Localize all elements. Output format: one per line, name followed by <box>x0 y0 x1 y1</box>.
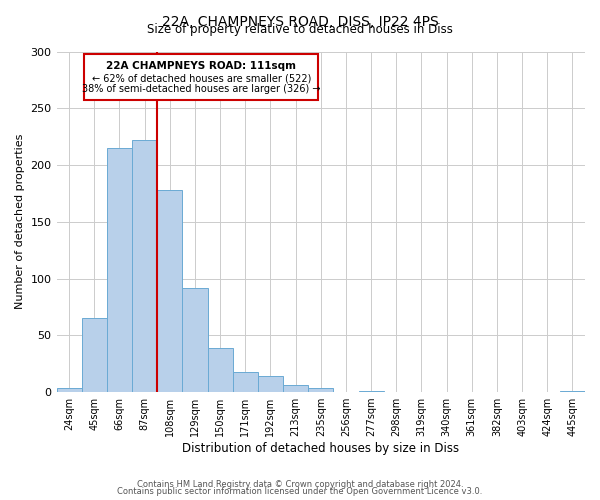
Bar <box>56 388 82 392</box>
Bar <box>132 140 157 392</box>
Bar <box>82 318 107 392</box>
Text: ← 62% of detached houses are smaller (522): ← 62% of detached houses are smaller (52… <box>92 73 311 83</box>
Text: 22A, CHAMPNEYS ROAD, DISS, IP22 4PS: 22A, CHAMPNEYS ROAD, DISS, IP22 4PS <box>161 15 439 29</box>
Bar <box>359 391 383 392</box>
Text: 38% of semi-detached houses are larger (326) →: 38% of semi-detached houses are larger (… <box>82 84 320 94</box>
Bar <box>308 388 334 392</box>
Bar <box>283 386 308 392</box>
FancyBboxPatch shape <box>84 54 318 100</box>
Bar <box>157 190 182 392</box>
Text: 22A CHAMPNEYS ROAD: 111sqm: 22A CHAMPNEYS ROAD: 111sqm <box>106 60 296 70</box>
Bar <box>233 372 258 392</box>
Bar <box>182 288 208 392</box>
Bar <box>107 148 132 392</box>
Y-axis label: Number of detached properties: Number of detached properties <box>15 134 25 310</box>
Text: Size of property relative to detached houses in Diss: Size of property relative to detached ho… <box>147 22 453 36</box>
Bar <box>208 348 233 392</box>
Bar <box>560 391 585 392</box>
Bar <box>258 376 283 392</box>
Text: Contains public sector information licensed under the Open Government Licence v3: Contains public sector information licen… <box>118 487 482 496</box>
Text: Contains HM Land Registry data © Crown copyright and database right 2024.: Contains HM Land Registry data © Crown c… <box>137 480 463 489</box>
X-axis label: Distribution of detached houses by size in Diss: Distribution of detached houses by size … <box>182 442 460 455</box>
